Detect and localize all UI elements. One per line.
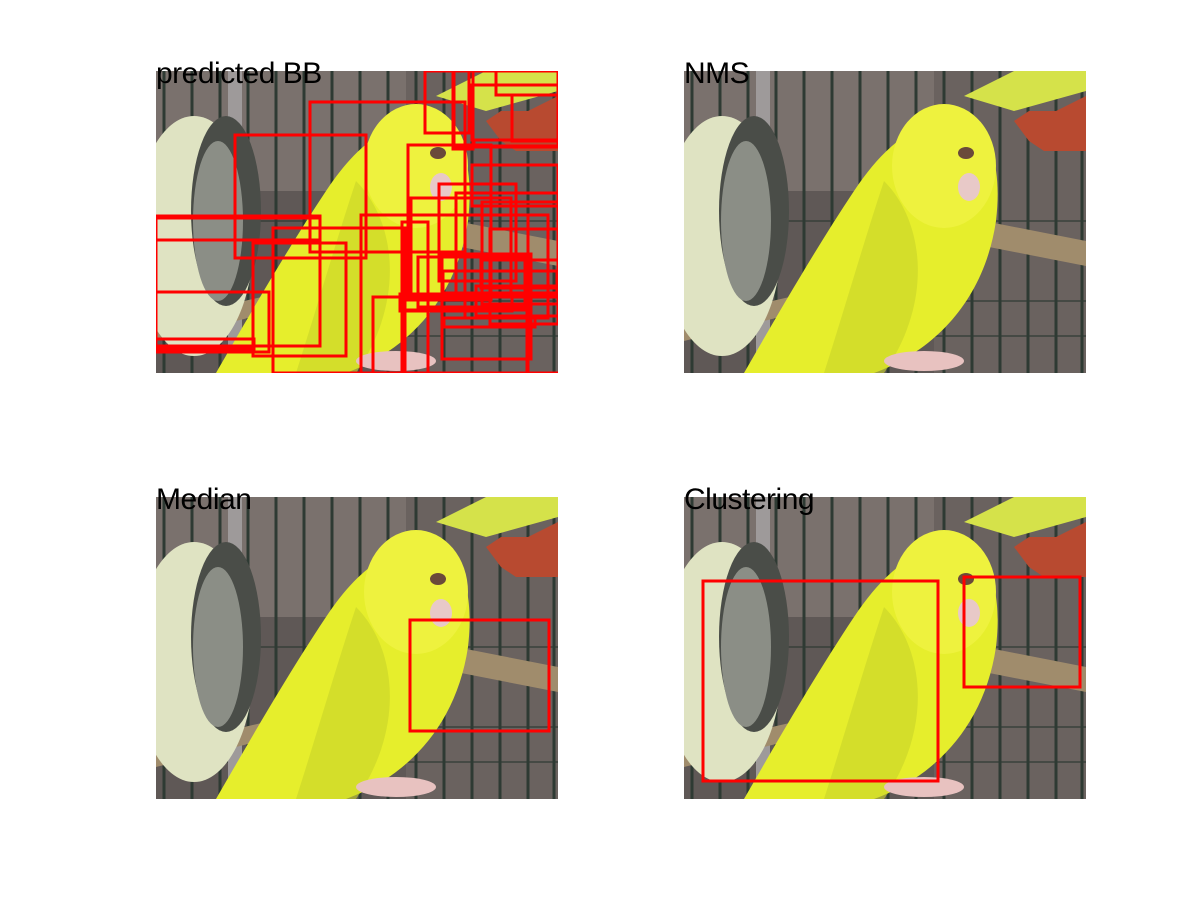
median-box [408,618,551,733]
panel-clustering: Clustering [684,485,1086,799]
clustering-box-head [962,575,1082,689]
panel-predicted-bb: predicted BB [156,59,558,373]
panel-title-median: Median [156,483,252,516]
predicted-bb-image [156,71,558,373]
panel-title-clustering: Clustering [684,483,815,516]
panel-median: Median [156,485,558,799]
clustering-box-body [701,579,940,783]
median-image [156,497,558,799]
nms-image [684,71,1086,373]
panel-nms: NMS [684,59,1086,373]
predicted-boxes [156,71,558,373]
panel-title-predicted-bb: predicted BB [156,57,322,90]
panel-title-nms: NMS [684,57,750,90]
clustering-image [684,497,1086,799]
